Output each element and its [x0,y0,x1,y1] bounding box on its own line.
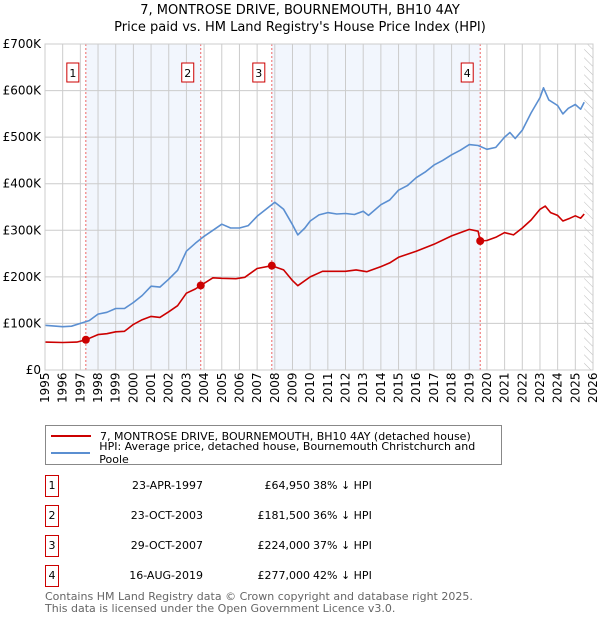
x-tick-label: 2022 [515,372,529,403]
transaction-price: £181,500 [257,509,311,522]
transaction-date: 29-OCT-2007 [130,539,203,552]
x-tick-label: 2018 [445,372,459,403]
copyright-text: Contains HM Land Registry data © Crown c… [45,590,473,603]
transaction-price: £224,000 [257,539,311,552]
y-tick-label: £400K [3,177,43,191]
y-tick-label: £300K [3,223,43,237]
x-tick-label: 1996 [56,372,70,403]
sale-point [196,281,205,290]
transaction-price: £277,000 [257,569,311,582]
x-tick-label: 2001 [144,372,158,403]
y-tick-label: £600K [3,84,43,98]
licence-text: This data is licensed under the Open Gov… [45,602,396,615]
legend-item-property: 7, MONTROSE DRIVE, BOURNEMOUTH, BH10 4AY… [51,428,471,444]
x-tick-label: 2023 [533,372,547,403]
y-tick-label: £700K [3,37,43,51]
x-tick-label: 2011 [321,372,335,403]
x-tick-label: 1999 [109,372,123,403]
shaded-period [271,44,481,370]
marker-label-box [181,62,195,83]
transaction-number: 1 [45,475,59,497]
transaction-hpi: 36% ↓ HPI [313,509,372,522]
x-tick-label: 2014 [374,372,388,403]
x-tick-label: 1997 [73,372,87,403]
marker-label: 4 [464,67,471,80]
x-tick-label: 2007 [250,372,264,403]
plot-frame [44,43,594,371]
x-tick-label: 2003 [179,372,193,403]
x-tick-label: 2024 [551,372,565,403]
transaction-number: 4 [45,565,59,587]
price-chart: 1995 1996 1997 1998 1999 2000 2001 2002 2003 2004… [3,37,600,403]
marker-label-box [66,62,80,83]
legend-item-hpi: HPI: Average price, detached house, Bour… [51,440,501,466]
x-tick-label: 2020 [480,372,494,403]
chart-title: 7, MONTROSE DRIVE, BOURNEMOUTH, BH10 4AY [140,3,460,18]
x-tick-label: 2005 [215,372,229,403]
marker-label-box [252,62,266,83]
marker-label: 3 [255,67,262,80]
x-tick-label: 2021 [498,372,512,403]
x-tick-label: 2026 [586,372,600,403]
sale-point [81,335,90,344]
red-line-swatch [51,435,91,437]
blue-line-swatch [51,452,91,454]
y-tick-label: £100K [3,316,43,330]
transaction-number: 2 [45,505,59,527]
sale-point [476,236,485,245]
x-tick-label: 2013 [356,372,370,403]
x-tick-label: 1995 [38,372,52,403]
x-tick-label: 1998 [91,372,105,403]
x-tick-label: 2004 [197,372,211,403]
forecast-hatch [584,44,593,370]
chart-subtitle: Price paid vs. HM Land Registry's House … [114,20,486,35]
legend-label-hpi: HPI: Average price, detached house, Bour… [99,440,476,466]
transaction-hpi: 42% ↓ HPI [313,569,372,582]
marker-label-box [460,62,474,83]
x-tick-label: 2002 [162,372,176,403]
y-tick-label: £0 [26,363,41,377]
transaction-hpi: 37% ↓ HPI [313,539,372,552]
x-tick-label: 2008 [268,372,282,403]
x-tick-label: 2009 [285,372,299,403]
footer: Contains HM Land Registry data © Crown c… [45,591,473,615]
shaded-period [85,44,201,370]
x-tick-label: 2019 [462,372,476,403]
transaction-hpi: 38% ↓ HPI [313,479,372,492]
x-tick-label: 2025 [568,372,582,403]
y-tick-label: £200K [3,270,43,284]
x-tick-label: 2015 [392,372,406,403]
x-tick-label: 2010 [303,372,317,403]
hpi-line [44,87,585,328]
marker-label: 1 [69,67,76,80]
x-tick-label: 2016 [409,372,423,403]
legend-label-property: 7, MONTROSE DRIVE, BOURNEMOUTH, BH10 4AY… [100,429,471,443]
transaction-price: £64,950 [264,479,311,492]
y-tick-label: £500K [3,130,43,144]
transaction-date: 23-OCT-2003 [130,509,203,522]
transaction-date: 16-AUG-2019 [129,569,203,582]
x-tick-label: 2000 [126,372,140,403]
sale-point [267,261,276,270]
x-tick-label: 2012 [339,372,353,403]
transaction-number: 3 [45,535,59,557]
transaction-date: 23-APR-1997 [131,479,203,492]
property-price-line [44,205,585,344]
marker-label: 2 [184,67,191,80]
x-tick-label: 2006 [232,372,246,403]
legend: 7, MONTROSE DRIVE, BOURNEMOUTH, BH10 4AY… [45,425,502,466]
x-tick-label: 2017 [427,372,441,403]
